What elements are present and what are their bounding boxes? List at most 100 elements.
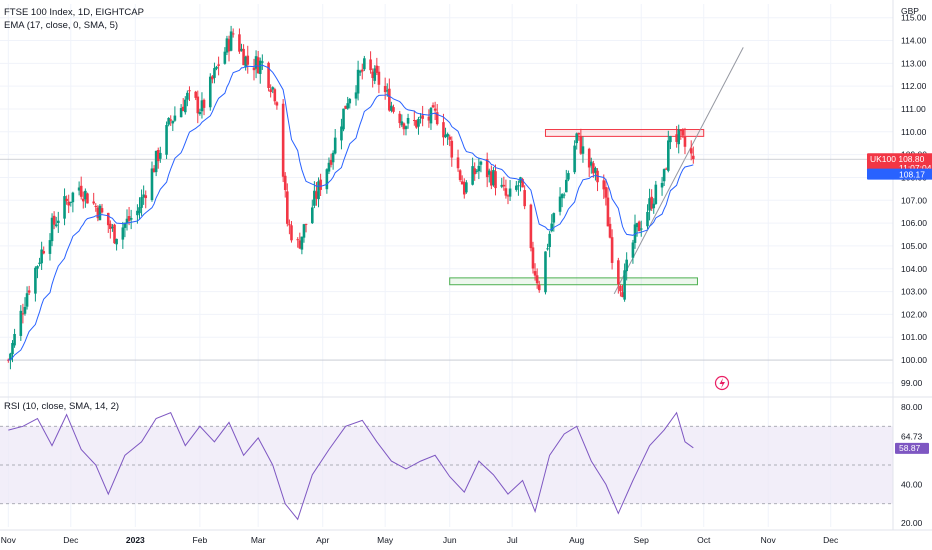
time-axis[interactable]: Nov Dec 2023 Feb Mar Apr May Jun Jul Aug Sep Oct Nov… — [0, 529, 932, 545]
candle-body — [691, 155, 695, 160]
candle-body — [348, 98, 352, 104]
candle-body — [548, 233, 551, 248]
candle — [302, 223, 306, 243]
candle-body — [650, 196, 653, 209]
candle-body — [529, 204, 533, 249]
candle-body — [304, 223, 308, 225]
candle-body — [579, 135, 583, 154]
candle-body — [544, 251, 547, 293]
candle — [111, 224, 114, 232]
candle — [552, 212, 556, 232]
candle-body — [371, 71, 374, 79]
candle — [77, 181, 81, 196]
candle-body — [564, 179, 568, 193]
candle — [683, 127, 687, 155]
candle — [450, 136, 454, 167]
chart-title[interactable]: FTSE 100 Index, 1D, EIGHTCAP — [4, 7, 144, 18]
candle-body — [560, 194, 564, 199]
candle — [444, 127, 447, 139]
candle — [179, 104, 183, 118]
candle-body — [415, 120, 418, 128]
candle-body — [625, 259, 628, 272]
candle-body — [23, 306, 27, 314]
candle — [546, 243, 549, 251]
price-tick-label: 113.00 — [901, 58, 927, 68]
candle — [92, 192, 95, 205]
candle-body — [329, 160, 333, 165]
candle — [269, 84, 272, 98]
candle — [244, 55, 247, 71]
candle — [256, 50, 260, 74]
candle-body — [171, 121, 175, 124]
candle-body — [154, 150, 158, 173]
price-tick-label: 111.00 — [901, 104, 926, 114]
candle-body — [281, 103, 285, 177]
candle — [506, 194, 510, 205]
candle — [487, 168, 491, 183]
candle — [442, 113, 445, 146]
candle — [515, 181, 518, 192]
candle-body — [419, 116, 422, 118]
candle-body — [36, 266, 39, 269]
candle — [290, 221, 293, 243]
candle-body — [302, 224, 306, 238]
candle-body — [200, 100, 204, 112]
candle — [596, 168, 599, 192]
candle-body — [558, 196, 562, 212]
candle-body — [427, 116, 431, 121]
candle — [358, 69, 362, 76]
candle — [356, 60, 360, 101]
candle — [446, 132, 449, 146]
candle-body — [604, 187, 608, 198]
candle-body — [38, 262, 41, 264]
candle — [502, 176, 506, 191]
lightning-icon[interactable] — [714, 375, 730, 391]
lightning-icon-ring — [714, 375, 730, 391]
candle-body — [188, 90, 191, 92]
candle — [313, 181, 316, 209]
time-tick-label: Jul — [507, 535, 518, 545]
candle-body — [186, 92, 189, 100]
candle — [34, 266, 37, 302]
candle-body — [246, 55, 250, 65]
candle-body — [581, 146, 585, 154]
price-tick-label: 104.00 — [901, 264, 927, 274]
price-tick-label: 106.00 — [901, 218, 927, 228]
candle-body — [621, 292, 624, 298]
candle-body — [98, 205, 102, 221]
candle-body — [261, 61, 264, 63]
ema-value-badge-bg — [867, 168, 932, 180]
candle — [383, 77, 387, 100]
candle — [548, 231, 551, 258]
candle-body — [52, 215, 56, 225]
candle-body — [27, 290, 31, 293]
candle-body — [181, 106, 185, 111]
candle — [360, 63, 364, 80]
candle — [402, 122, 406, 136]
candle — [625, 252, 628, 281]
rsi-legend[interactable]: RSI (10, close, SMA, 14, 2) — [4, 401, 120, 412]
candle — [261, 54, 264, 70]
candle — [348, 97, 352, 109]
candle-body — [473, 168, 476, 175]
ema-value-badge: 108.17 — [867, 168, 932, 180]
candle-body — [594, 168, 597, 173]
candle — [9, 352, 12, 370]
candle — [413, 110, 416, 126]
candle-body — [333, 137, 337, 154]
candle — [679, 129, 683, 140]
drawing-layer[interactable] — [0, 47, 893, 361]
candle — [159, 146, 162, 163]
candle-body — [138, 207, 141, 214]
candle-body — [269, 89, 272, 93]
candle-body — [398, 113, 402, 124]
candle — [471, 157, 474, 186]
candle — [208, 73, 212, 111]
candle-body — [106, 212, 110, 226]
candle — [608, 217, 612, 239]
candle — [564, 169, 568, 193]
candle — [223, 47, 227, 65]
ema-legend[interactable]: EMA (17, close, 0, SMA, 5) — [4, 20, 119, 31]
time-tick-label: 2023 — [126, 535, 145, 545]
